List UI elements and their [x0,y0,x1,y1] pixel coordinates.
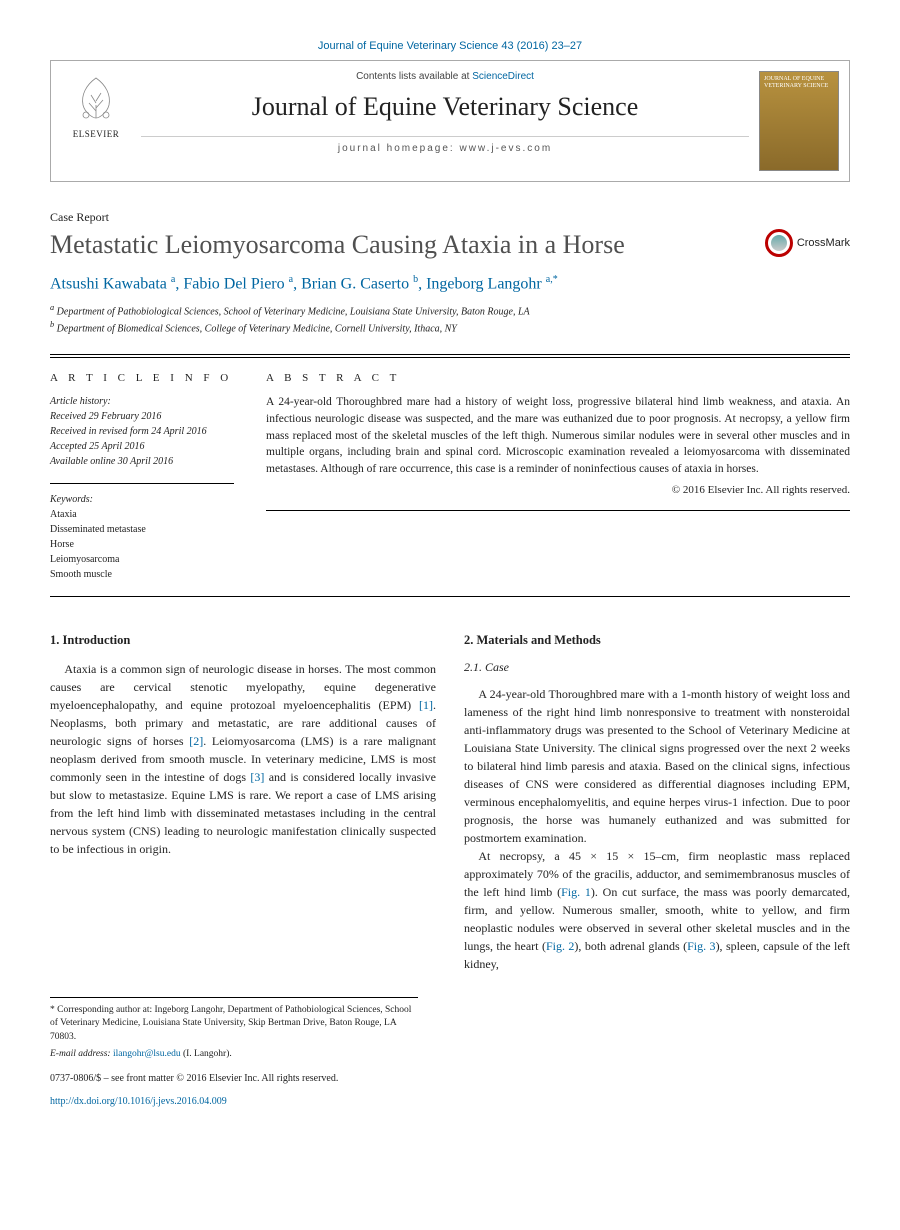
fig-2-link[interactable]: Fig. 2 [546,939,574,953]
copyright-line: © 2016 Elsevier Inc. All rights reserved… [266,484,850,496]
article-type: Case Report [50,210,850,225]
crossmark-badge[interactable]: CrossMark [765,229,850,257]
footnotes: * Corresponding author at: Ingeborg Lang… [50,997,418,1061]
journal-header: ELSEVIER Contents lists available at Sci… [50,60,850,182]
case-paragraph-2: At necropsy, a 45 × 15 × 15–cm, firm neo… [464,847,850,973]
left-column: 1. Introduction Ataxia is a common sign … [50,633,436,973]
history-online: Available online 30 April 2016 [50,454,234,469]
history-accepted: Accepted 25 April 2016 [50,439,234,454]
keywords-head: Keywords: [50,494,234,505]
crossmark-label: CrossMark [797,237,850,249]
authors: Atsushi Kawabata a, Fabio Del Piero a, B… [50,274,850,293]
history-head: Article history: [50,394,234,409]
journal-homepage: journal homepage: www.j-evs.com [141,136,749,154]
materials-methods-head: 2. Materials and Methods [464,633,850,648]
history-revised: Received in revised form 24 April 2016 [50,424,234,439]
article-info-head: A R T I C L E I N F O [50,372,234,384]
abstract-text: A 24-year-old Thoroughbred mare had a hi… [266,394,850,477]
history-received: Received 29 February 2016 [50,409,234,424]
ref-2[interactable]: [2] [189,734,203,748]
journal-title: Journal of Equine Veterinary Science [141,92,749,122]
email-suffix: (I. Langohr). [183,1049,232,1059]
corresponding-author: * Corresponding author at: Ingeborg Lang… [50,1004,418,1044]
fig-1-link[interactable]: Fig. 1 [561,885,591,899]
ref-3[interactable]: [3] [250,770,264,784]
citation: Journal of Equine Veterinary Science 43 … [50,40,850,52]
doi-link[interactable]: http://dx.doi.org/10.1016/j.jevs.2016.04… [50,1096,227,1107]
sciencedirect-link[interactable]: ScienceDirect [472,71,534,82]
article-info: A R T I C L E I N F O Article history: R… [50,357,250,596]
intro-head: 1. Introduction [50,633,436,648]
publisher-name: ELSEVIER [59,129,133,139]
intro-paragraph: Ataxia is a common sign of neurologic di… [50,660,436,858]
elsevier-tree-icon [71,73,121,123]
right-column: 2. Materials and Methods 2.1. Case A 24-… [464,633,850,973]
journal-cover-thumbnail: JOURNAL OF EQUINE VETERINARY SCIENCE [759,71,839,171]
crossmark-icon [765,229,793,257]
keywords-list: AtaxiaDisseminated metastaseHorseLeiomyo… [50,507,234,582]
contents-available: Contents lists available at ScienceDirec… [141,71,749,82]
abstract-head: A B S T R A C T [266,372,850,384]
fig-3-link[interactable]: Fig. 3 [687,939,715,953]
front-matter-line: 0737-0806/$ – see front matter © 2016 El… [50,1073,850,1084]
corresponding-email[interactable]: ilangohr@lsu.edu [113,1049,181,1059]
email-label: E-mail address: [50,1049,111,1059]
article-title: Metastatic Leiomyosarcoma Causing Ataxia… [50,229,755,260]
case-paragraph-1: A 24-year-old Thoroughbred mare with a 1… [464,685,850,847]
abstract: A B S T R A C T A 24-year-old Thoroughbr… [250,357,850,596]
affiliations: a Department of Pathobiological Sciences… [50,302,850,337]
elsevier-logo: ELSEVIER [51,61,141,143]
ref-1[interactable]: [1] [419,698,433,712]
case-subhead: 2.1. Case [464,660,850,675]
homepage-url[interactable]: www.j-evs.com [459,143,552,154]
